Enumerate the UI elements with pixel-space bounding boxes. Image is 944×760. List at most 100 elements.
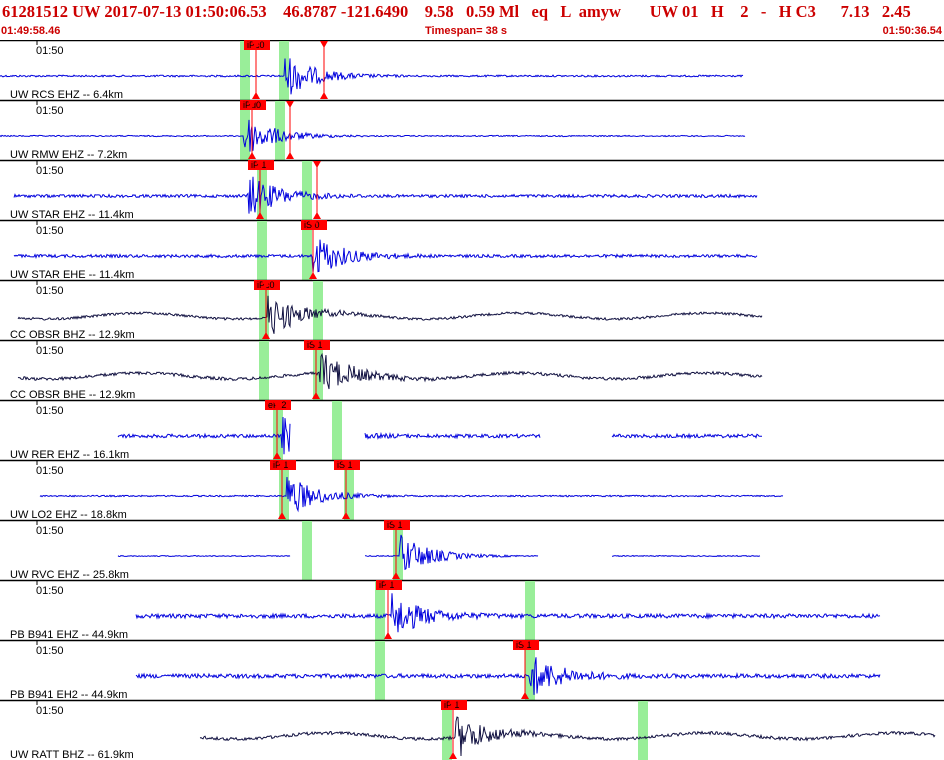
pick-marker-bottom [320, 92, 328, 99]
time-tick-label: 01:50 [36, 225, 64, 237]
waveform-trace [13, 176, 758, 214]
time-tick-label: 01:50 [36, 45, 64, 57]
end-time-label: 01:50:36.54 [882, 25, 942, 37]
station-channel-label: CC OBSR BHZ -- 12.9km [10, 329, 135, 341]
time-tick-label: 01:50 [36, 705, 64, 717]
phase-window-bar [375, 641, 385, 700]
pick-marker-top [320, 41, 328, 48]
pick-marker-top [252, 41, 260, 48]
channel-row[interactable]: 01:50 iS 1UW RVC EHZ -- 25.8km [0, 519, 944, 581]
time-tick-label: 01:50 [36, 105, 64, 117]
phase-window-bar [257, 221, 267, 280]
time-tick-label: 01:50 [36, 585, 64, 597]
phase-window-bar [259, 281, 269, 340]
phase-window-bar [240, 101, 250, 160]
waveform-trace [117, 554, 291, 558]
channel-row[interactable]: 01:50 iP 1PB B941 EHZ -- 44.9km [0, 579, 944, 641]
pick-marker-top [273, 401, 281, 408]
pick-marker-bottom [248, 152, 256, 159]
pick-marker-top [384, 581, 392, 588]
seismogram-panel[interactable]: 01:50iPc0UW RCS EHZ -- 6.4km01:50iPd0UW … [0, 40, 944, 760]
phase-window-bar [240, 41, 250, 100]
pick-marker-top [342, 461, 350, 468]
waveform-trace [117, 416, 291, 455]
phase-window-bar [313, 281, 323, 340]
waveform-trace [0, 58, 744, 95]
pick-marker-top [286, 101, 294, 108]
channel-row[interactable]: 01:50 iP 1 iS 1UW LO2 EHZ -- 18.8km [0, 459, 944, 521]
channel-row[interactable]: 01:50 iP 1UW STAR EHZ -- 11.4km [0, 159, 944, 221]
start-time-label: 01:49:58.46 [1, 25, 61, 37]
station-channel-label: UW RER EHZ -- 16.1km [10, 449, 129, 461]
station-channel-label: CC OBSR BHE -- 12.9km [10, 389, 135, 401]
channel-row[interactable]: 01:50 iP 1UW RATT BHZ -- 61.9km [0, 699, 944, 760]
phase-window-bar [525, 641, 535, 700]
phase-window-bar [302, 521, 312, 580]
event-summary-title: 61281512 UW 2017-07-13 01:50:06.53 46.87… [2, 2, 911, 21]
phase-window-bar [638, 701, 648, 760]
phase-window-bar [375, 581, 385, 640]
waveform-trace [17, 295, 763, 334]
waveform-trace [13, 239, 758, 273]
phase-window-bar [302, 161, 312, 220]
pick-marker-bottom [273, 452, 281, 459]
station-channel-label: UW STAR EHE -- 11.4km [10, 269, 134, 281]
pick-marker-top [309, 221, 317, 228]
pick-marker-top [256, 161, 264, 168]
station-channel-label: PB B941 EH2 -- 44.9km [10, 689, 127, 701]
waveform-trace [39, 476, 784, 513]
phase-window-bar [275, 101, 285, 160]
time-tick-label: 01:50 [36, 465, 64, 477]
phase-window-bar [259, 341, 269, 400]
pick-marker-bottom [286, 152, 294, 159]
pick-marker-top [312, 341, 320, 348]
pick-marker-bottom [384, 632, 392, 639]
pick-marker-bottom [392, 572, 400, 579]
waveform-trace [17, 352, 763, 390]
channel-row[interactable]: 01:50iPd0UW RMW EHZ -- 7.2km [0, 99, 944, 161]
phase-window-bar [442, 701, 452, 760]
station-channel-label: UW RCS EHZ -- 6.4km [10, 89, 123, 101]
time-tick-label: 01:50 [36, 345, 64, 357]
pick-marker-top [449, 701, 457, 708]
pick-marker-top [313, 161, 321, 168]
pick-marker-bottom [309, 272, 317, 279]
event-header: 61281512 UW 2017-07-13 01:50:06.53 46.87… [0, 0, 944, 40]
pick-marker-bottom [342, 512, 350, 519]
station-channel-label: PB B941 EHZ -- 44.9km [10, 629, 128, 641]
phase-window-bar [344, 461, 354, 520]
phase-window-bar [332, 401, 342, 460]
channel-row[interactable]: 01:50iPc0CC OBSR BHZ -- 12.9km [0, 279, 944, 341]
phase-window-bar [393, 521, 403, 580]
phase-window-bar [313, 341, 323, 400]
station-channel-label: UW RATT BHZ -- 61.9km [10, 749, 134, 760]
pick-marker-bottom [312, 392, 320, 399]
channel-row[interactable]: 01:50 eP 2UW RER EHZ -- 16.1km [0, 399, 944, 461]
pick-marker-top [521, 641, 529, 648]
waveform-trace [199, 716, 936, 757]
waveform-trace [364, 431, 541, 440]
pick-marker-bottom [521, 692, 529, 699]
waveform-trace [135, 657, 881, 695]
pick-marker-bottom [262, 332, 270, 339]
phase-window-bar [525, 581, 535, 640]
station-channel-label: UW LO2 EHZ -- 18.8km [10, 509, 127, 521]
channel-row[interactable]: 01:50 iS 1PB B941 EH2 -- 44.9km [0, 639, 944, 701]
time-tick-label: 01:50 [36, 405, 64, 417]
channel-row[interactable]: 01:50 iS 0UW STAR EHE -- 11.4km [0, 219, 944, 281]
pick-marker-top [248, 101, 256, 108]
time-tick-label: 01:50 [36, 285, 64, 297]
waveform-trace [611, 432, 762, 440]
pick-marker-bottom [252, 92, 260, 99]
time-tick-label: 01:50 [36, 165, 64, 177]
pick-marker-bottom [449, 752, 457, 759]
waveform-trace [364, 534, 539, 571]
waveform-trace [0, 119, 746, 152]
station-channel-label: UW RMW EHZ -- 7.2km [10, 149, 127, 161]
timespan-label: Timespan= 38 s [425, 25, 508, 37]
channel-row[interactable]: 01:50 iS 1CC OBSR BHE -- 12.9km [0, 339, 944, 401]
pick-marker-bottom [313, 212, 321, 219]
phase-window-bar [273, 401, 283, 460]
channel-row[interactable]: 01:50iPc0UW RCS EHZ -- 6.4km [0, 40, 944, 101]
pick-marker-top [392, 521, 400, 528]
